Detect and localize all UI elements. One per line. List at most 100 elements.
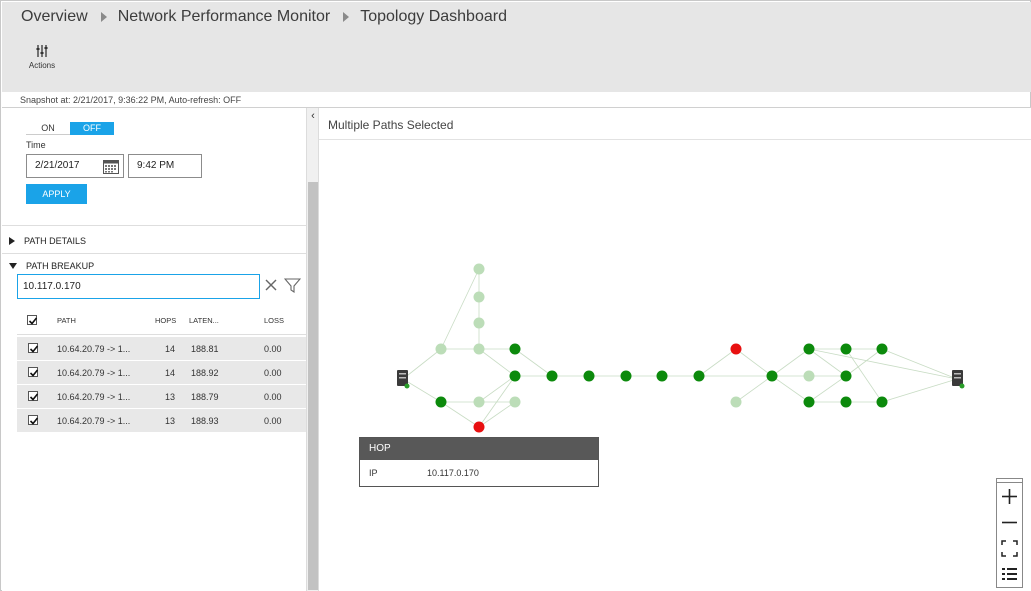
actions-label: Actions	[28, 61, 56, 70]
path-table: 10.64.20.79 -> 1... 14 188.81 0.00 10.64…	[17, 337, 306, 433]
divider	[319, 139, 1031, 140]
table-row[interactable]: 10.64.20.79 -> 1... 13 188.79 0.00	[17, 385, 306, 409]
legend-button[interactable]	[998, 563, 1021, 586]
hop-node[interactable]	[473, 343, 485, 355]
topology-graph[interactable]	[319, 108, 1031, 591]
tooltip-header: HOP	[360, 438, 598, 460]
hop-node[interactable]	[509, 343, 521, 355]
row-latency: 188.79	[191, 392, 219, 402]
row-checkbox[interactable]	[28, 367, 39, 377]
toggle-off-option[interactable]: OFF	[70, 122, 114, 135]
date-value: 2/21/2017	[35, 160, 80, 171]
hop-node[interactable]	[876, 396, 888, 408]
breadcrumb-overview[interactable]: Overview	[21, 8, 88, 25]
table-row[interactable]: 10.64.20.79 -> 1... 13 188.93 0.00	[17, 409, 306, 433]
table-header: PATH HOPS LATEN... LOSS	[17, 308, 306, 334]
zoom-out-button[interactable]	[998, 511, 1021, 534]
table-row[interactable]: 10.64.20.79 -> 1... 14 188.81 0.00	[17, 337, 306, 361]
tooltip-value: 10.117.0.170	[427, 468, 479, 478]
hop-node[interactable]	[473, 396, 485, 408]
hop-node[interactable]	[840, 396, 852, 408]
row-checkbox[interactable]	[28, 415, 39, 425]
row-hops: 13	[165, 416, 176, 426]
hop-node[interactable]	[803, 396, 815, 408]
scroll-thumb[interactable]	[308, 182, 318, 590]
hop-node[interactable]	[766, 370, 778, 382]
hop-node[interactable]	[473, 317, 485, 329]
hop-node[interactable]	[435, 396, 447, 408]
tooltip-key: IP	[369, 468, 378, 478]
hop-node[interactable]	[620, 370, 632, 382]
hop-node[interactable]	[876, 343, 888, 355]
toggle-on-option[interactable]: ON	[26, 122, 70, 135]
row-checkbox[interactable]	[28, 391, 39, 401]
expand-icon	[9, 237, 15, 245]
row-hops: 14	[165, 368, 176, 378]
path-details-label: PATH DETAILS	[24, 236, 87, 246]
hop-node-alert[interactable]	[730, 343, 742, 355]
auto-refresh-toggle[interactable]: ON OFF	[26, 122, 114, 135]
row-loss: 0.00	[264, 392, 282, 402]
hop-node[interactable]	[803, 343, 815, 355]
hop-node[interactable]	[473, 291, 485, 303]
panel-title: Multiple Paths Selected	[328, 118, 454, 132]
actions-button[interactable]: Actions	[24, 44, 60, 78]
path-breakup-label: PATH BREAKUP	[26, 261, 95, 271]
hop-node[interactable]	[730, 396, 742, 408]
legend-icon	[1002, 568, 1017, 580]
zoom-controls	[996, 478, 1023, 588]
zoom-in-button[interactable]	[998, 485, 1021, 508]
clear-icon[interactable]	[265, 279, 277, 291]
actions-icon	[36, 45, 48, 57]
calendar-icon[interactable]	[103, 159, 119, 174]
fit-icon	[1001, 540, 1018, 557]
server-icon[interactable]	[952, 370, 965, 389]
server-icon[interactable]	[397, 370, 410, 389]
hop-tooltip: HOP IP 10.117.0.170	[359, 437, 599, 487]
time-field[interactable]: 9:42 PM	[128, 154, 202, 178]
path-details-section[interactable]: PATH DETAILS	[9, 236, 86, 246]
hop-node[interactable]	[509, 396, 521, 408]
hop-node[interactable]	[583, 370, 595, 382]
apply-button[interactable]: APPLY	[26, 184, 87, 204]
date-field[interactable]: 2/21/2017	[26, 154, 124, 178]
column-latency[interactable]: LATEN...	[189, 316, 219, 325]
select-all-checkbox[interactable]	[27, 315, 38, 325]
hop-search-input[interactable]: 10.117.0.170	[17, 274, 260, 299]
row-checkbox[interactable]	[28, 343, 39, 353]
chevron-right-icon	[100, 12, 107, 22]
hop-node[interactable]	[840, 343, 852, 355]
panel-scrollbar[interactable]: ‹	[306, 108, 319, 591]
hop-node[interactable]	[803, 370, 815, 382]
breadcrumb-npm[interactable]: Network Performance Monitor	[117, 8, 331, 25]
row-hops: 14	[165, 344, 176, 354]
divider	[2, 253, 306, 254]
hop-node-alert[interactable]	[473, 421, 485, 433]
column-hops[interactable]: HOPS	[155, 316, 177, 325]
breadcrumb-topology: Topology Dashboard	[360, 8, 507, 25]
collapse-panel-button[interactable]: ‹	[311, 110, 315, 122]
path-breakup-section[interactable]: PATH BREAKUP	[9, 261, 94, 271]
column-loss[interactable]: LOSS	[264, 316, 285, 325]
time-label: Time	[26, 140, 46, 150]
hop-node[interactable]	[509, 370, 521, 382]
hop-node[interactable]	[840, 370, 852, 382]
table-row[interactable]: 10.64.20.79 -> 1... 14 188.92 0.00	[17, 361, 306, 385]
hop-node[interactable]	[546, 370, 558, 382]
divider	[2, 225, 306, 226]
column-path[interactable]: PATH	[57, 316, 76, 325]
row-path: 10.64.20.79 -> 1...	[57, 416, 131, 426]
filter-icon[interactable]	[284, 278, 301, 293]
hop-node[interactable]	[473, 263, 485, 275]
collapse-icon	[9, 263, 17, 269]
hop-node[interactable]	[656, 370, 668, 382]
filter-panel: ON OFF Time 2/21/2017 9:42 PM APPLY PATH…	[2, 108, 306, 591]
row-path: 10.64.20.79 -> 1...	[57, 344, 131, 354]
hop-node[interactable]	[693, 370, 705, 382]
fit-to-screen-button[interactable]	[998, 537, 1021, 560]
divider	[2, 107, 1031, 108]
row-latency: 188.92	[191, 368, 219, 378]
hop-node[interactable]	[435, 343, 447, 355]
row-loss: 0.00	[264, 344, 282, 354]
